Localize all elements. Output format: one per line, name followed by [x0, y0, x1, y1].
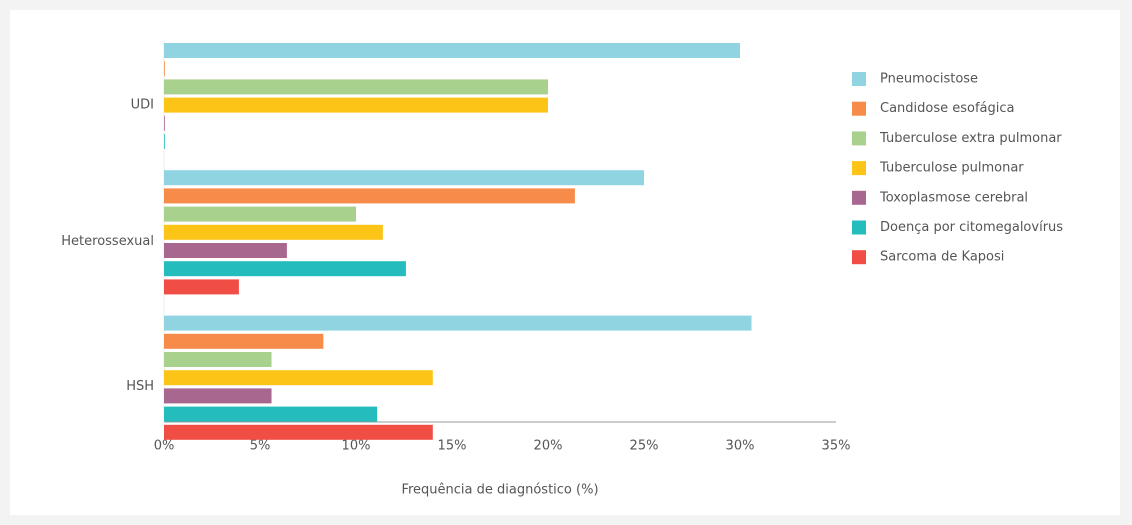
bar: [164, 333, 324, 349]
x-axis-label: Frequência de diagnóstico (%): [401, 483, 598, 498]
legend-swatch: [852, 161, 866, 176]
y-tick-label: HSH: [126, 379, 154, 394]
x-tick-label: 20%: [534, 439, 563, 454]
bar: [164, 261, 406, 277]
legend-swatch: [852, 190, 866, 205]
bar: [164, 388, 272, 404]
bar: [164, 424, 433, 440]
bar: [164, 279, 239, 295]
x-tick-label: 15%: [438, 439, 467, 454]
x-tick-label: 30%: [726, 439, 755, 454]
bar: [164, 352, 272, 367]
legend-swatch: [852, 250, 866, 265]
legend-swatch: [852, 220, 866, 235]
legend-label: Tuberculose pulmonar: [879, 161, 1024, 176]
bar: [164, 224, 383, 240]
legend-label: Toxoplasmose cerebral: [879, 190, 1028, 205]
bar: [164, 61, 165, 77]
bar: [164, 406, 378, 422]
bar: [164, 315, 752, 331]
legend-label: Doença por citomegalovírus: [880, 220, 1063, 235]
x-tick-label: 35%: [822, 439, 851, 454]
x-tick-label: 10%: [342, 439, 371, 454]
x-tick-label: 0%: [154, 439, 175, 454]
y-tick-label: UDI: [131, 98, 154, 113]
legend-label: Sarcoma de Kaposi: [880, 250, 1004, 265]
bar: [164, 243, 287, 258]
legend-label: Candidose esofágica: [880, 101, 1015, 116]
x-tick-label: 5%: [250, 439, 271, 454]
legend-swatch: [852, 131, 866, 146]
legend-swatch: [852, 72, 866, 86]
legend-swatch: [852, 101, 866, 116]
bar: [164, 188, 575, 204]
bar: [164, 79, 548, 95]
x-tick-label: 25%: [630, 439, 659, 454]
bar: [164, 115, 165, 131]
bar: [164, 206, 356, 222]
bar: [164, 134, 165, 149]
bar: [164, 370, 433, 386]
y-tick-label: Heterossexual: [61, 234, 154, 249]
legend-label: Pneumocistose: [880, 72, 978, 87]
bar: [164, 97, 548, 113]
bar: [164, 170, 644, 186]
bar: [164, 43, 740, 58]
legend-label: Tuberculose extra pulmonar: [879, 131, 1062, 146]
